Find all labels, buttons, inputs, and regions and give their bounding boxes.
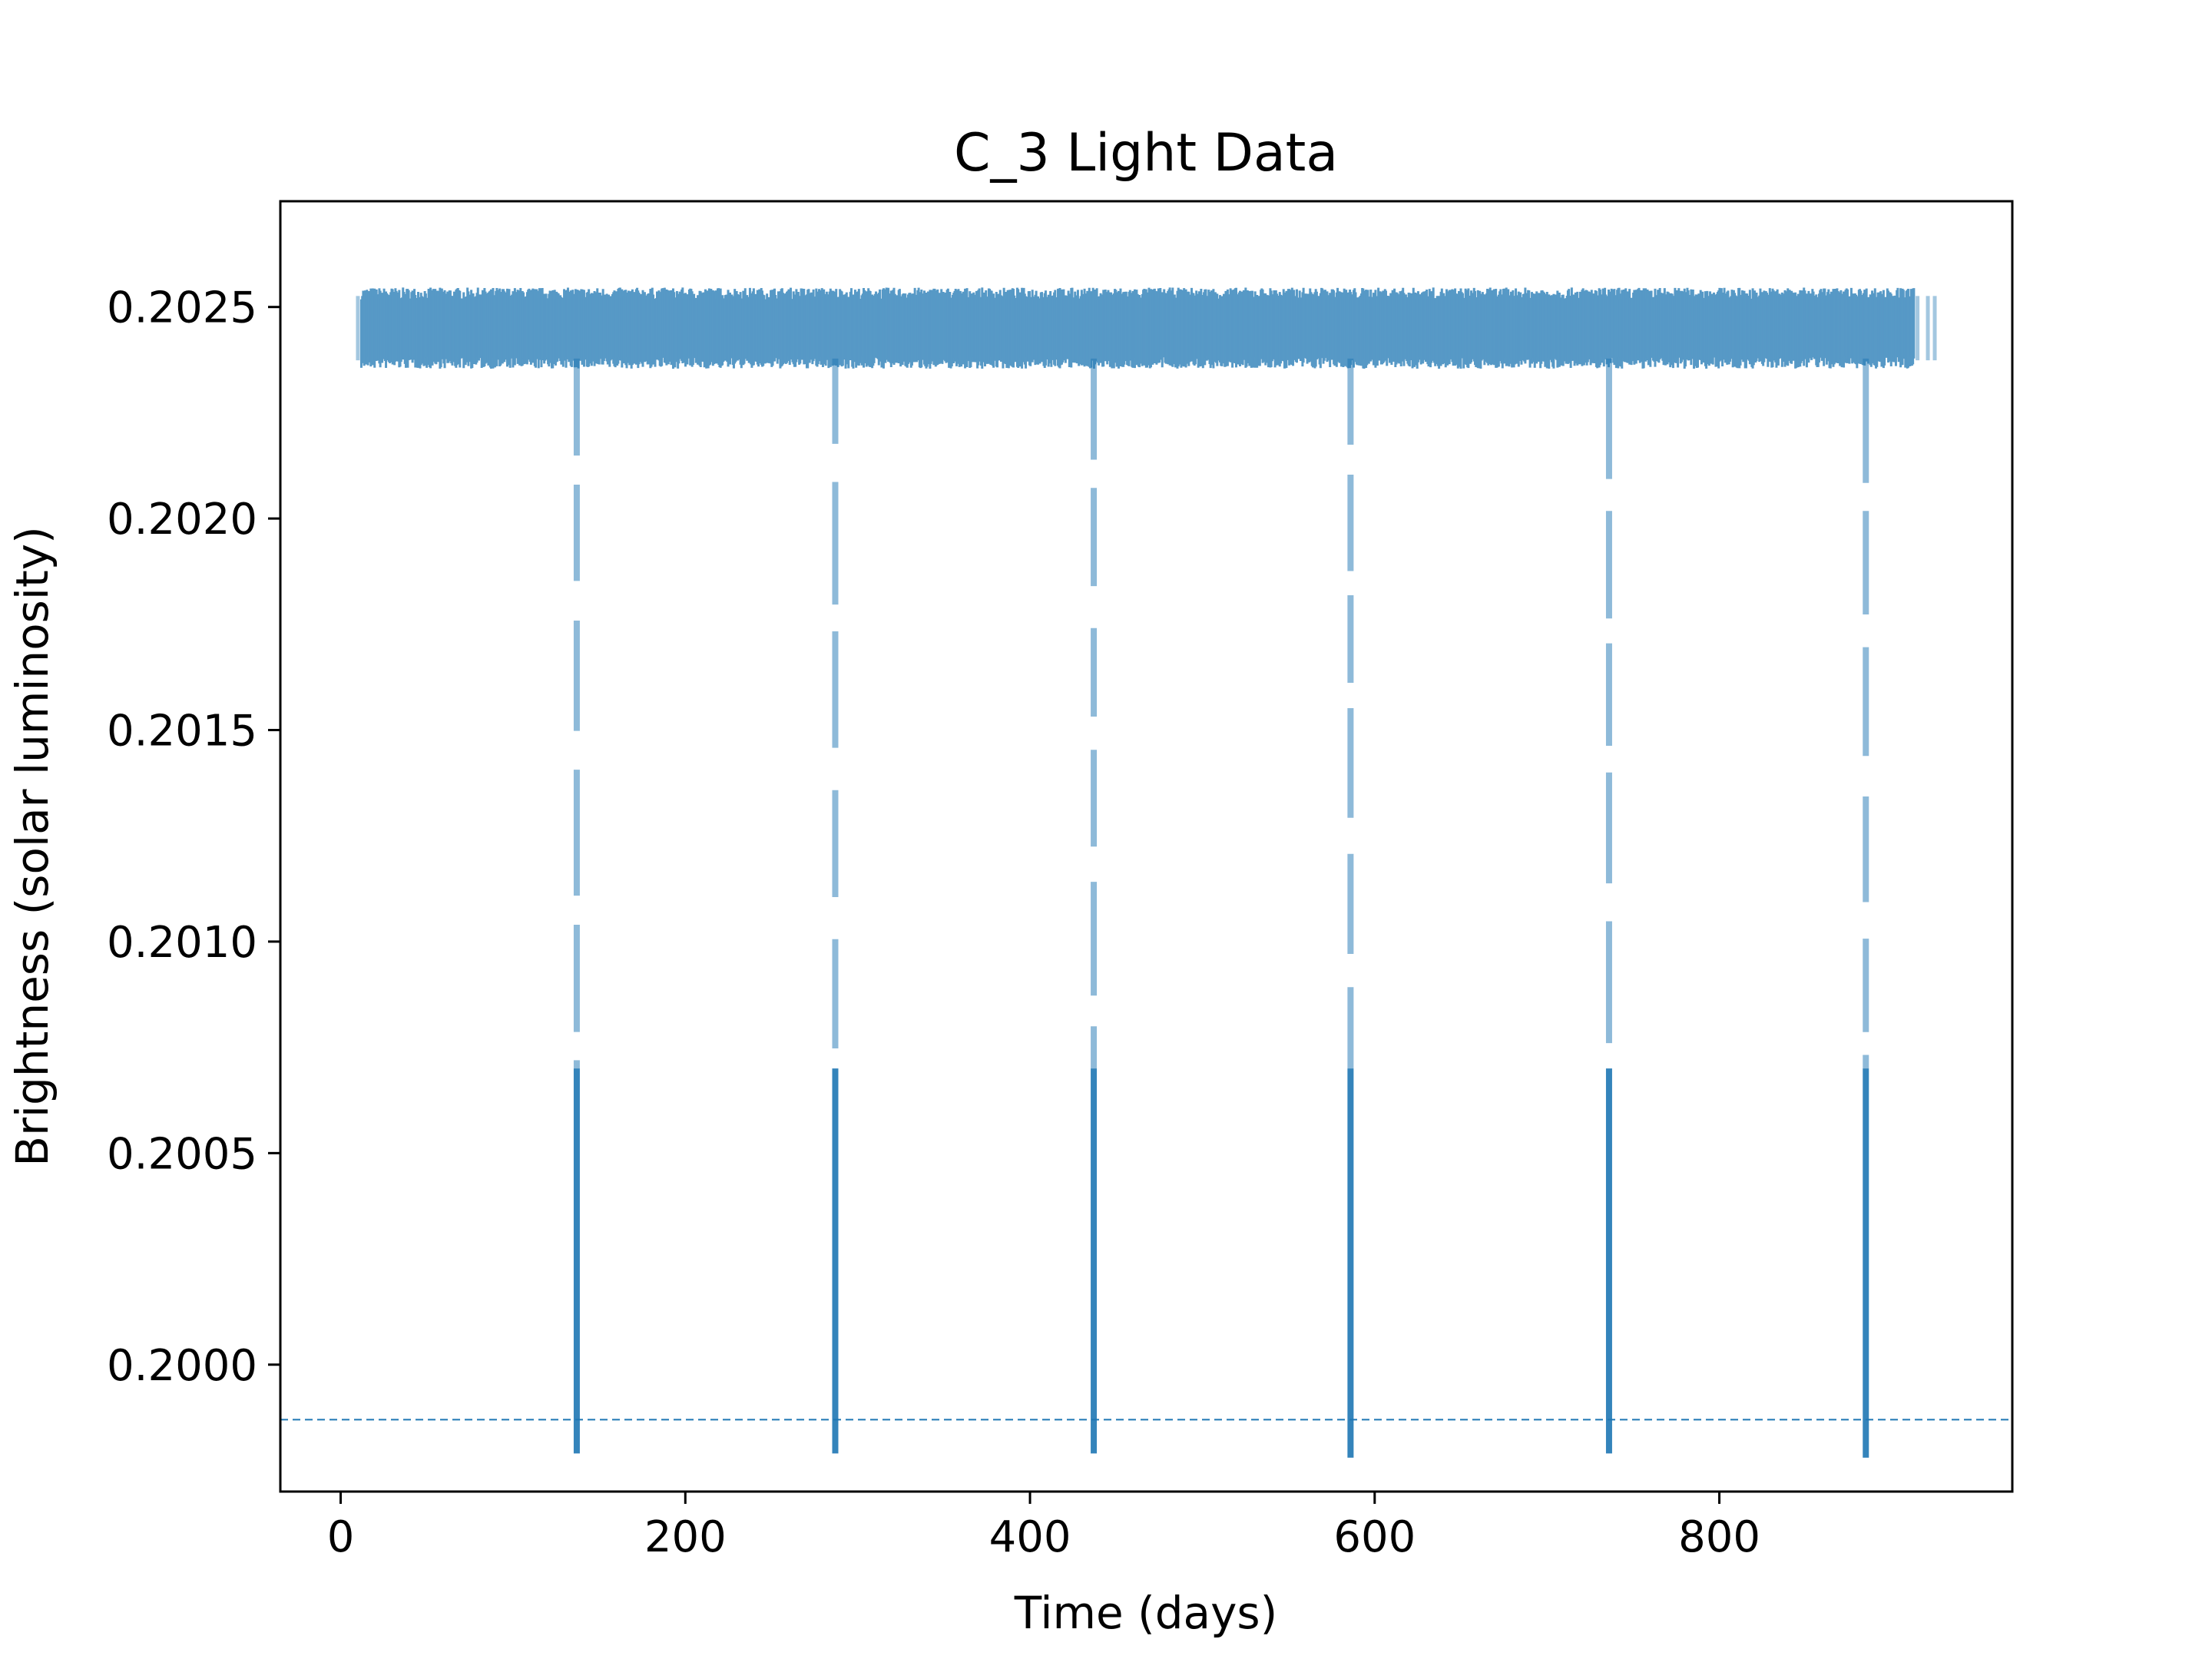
y-tick-label: 0.2005 <box>107 1129 257 1179</box>
x-tick-label: 400 <box>989 1512 1071 1562</box>
x-tick-label: 800 <box>1678 1512 1760 1562</box>
axes-frame <box>279 200 2014 1493</box>
y-axis-label: Brightness (solar luminosity) <box>6 526 58 1166</box>
x-tick-label: 0 <box>327 1512 355 1562</box>
y-tick-label: 0.2015 <box>107 707 257 757</box>
x-tick-label: 600 <box>1333 1512 1416 1562</box>
chart-title: C_3 Light Data <box>954 123 1338 184</box>
baseline-observations <box>356 287 1937 369</box>
x-axis-label: Time (days) <box>1014 1587 1278 1639</box>
y-tick-label: 0.2000 <box>107 1341 257 1391</box>
y-tick-label: 0.2025 <box>107 283 257 333</box>
y-axis: 0.2000 0.2005 0.2010 0.2015 0.2020 0.2025 <box>107 283 280 1391</box>
x-tick-label: 200 <box>644 1512 727 1562</box>
y-tick-label: 0.2020 <box>107 495 257 545</box>
y-tick-label: 0.2010 <box>107 918 257 968</box>
plot-area <box>280 287 2012 1458</box>
x-axis: 0 200 400 600 800 <box>327 1492 1760 1562</box>
